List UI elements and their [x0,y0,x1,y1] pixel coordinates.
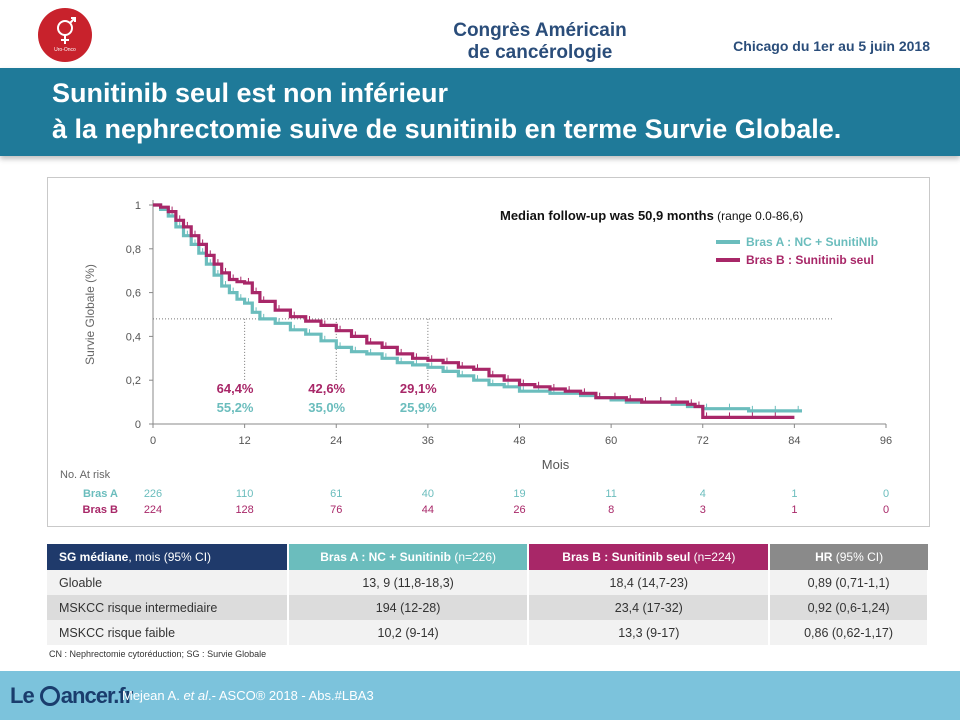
table-row: MSKCC risque intermediaire 194 (12-28) 2… [47,595,929,620]
series-bras-b-line [153,203,795,419]
x-axis-title: Mois [542,457,570,472]
survival-label-bras-a: 55,2% [217,400,254,415]
survival-label-bras-a: 35,0% [308,400,345,415]
citation: Mejean A. et al.- ASCO® 2018 - Abs.#LBA3 [122,688,374,703]
table-cell: 23,4 (17-32) [528,595,771,620]
risk-value: 4 [700,488,706,500]
header-hr: HR (95% CI) [769,544,928,570]
logo-text: Uro-Onco [54,47,76,53]
survival-chart: 00,20,40,60,810 12 24 36 48 60 72 84 96MoisSurvi… [60,200,892,516]
risk-value: 0 [883,488,889,500]
congress-title-line2: de cancérologie [467,42,613,63]
congress-title: Congrès Américain de cancérologie [420,20,660,64]
x-tick-label: 36 [422,435,434,447]
x-tick-label: 96 [880,435,892,447]
header: Uro-Onco Congrès Américain de cancérolog… [0,0,960,68]
uro-onco-logo: Uro-Onco [38,8,92,62]
y-tick-label: 0 [135,419,141,431]
header-bras-a: Bras A : NC + Sunitinib (n=226) [287,544,530,570]
risk-table-title: No. At risk [60,469,111,481]
table-cell: 194 (12-28) [287,595,530,620]
y-tick-label: 0,6 [126,288,141,300]
risk-value: 26 [513,504,525,516]
y-axis-title: Survie Globale (%) [83,264,97,365]
table-cell: 18,4 (14,7-23) [528,570,771,595]
median-follow-up-annotation: Median follow-up was 50,9 months (range … [500,208,803,223]
risk-value: 110 [236,488,254,500]
survival-label-bras-b: 42,6% [308,381,345,396]
footer: Le ancer.fr Mejean A. et al.- ASCO® 2018… [0,671,960,720]
survival-chart-panel: 0 0,2 0,4 0,6 0,8 1 0 12 24 36 48 60 72 84 96 Mois Survi… [47,177,930,527]
risk-row-label: Bras B [83,504,119,516]
table-cell: 0,92 (0,6-1,24) [769,595,929,620]
x-tick-label: 0 [150,435,156,447]
risk-row-label: Bras A [83,488,118,500]
congress-dates: Chicago du 1er au 5 juin 2018 [733,38,930,54]
risk-value: 61 [330,488,342,500]
table-row: MSKCC risque faible 10,2 (9-14) 13,3 (9-… [47,620,929,645]
table-cell: 13, 9 (11,8-18,3) [287,570,530,595]
risk-value: 224 [144,504,162,516]
risk-value: 19 [513,488,525,500]
c-ring-icon [39,686,60,706]
y-tick-label: 0,4 [126,331,141,343]
x-tick-label: 72 [697,435,709,447]
table-cell: MSKCC risque faible [47,620,289,645]
median-survival-table: SG médiane, mois (95% CI) Bras A : NC + … [47,544,929,645]
slide-title-line2: à la nephrectomie suive de sunitinib en … [52,114,842,144]
x-tick-label: 60 [605,435,617,447]
x-tick-label: 24 [330,435,342,447]
table-cell: 0,86 (0,62-1,17) [769,620,929,645]
table-cell: MSKCC risque intermediaire [47,595,289,620]
lecancer-logo: Le ancer.fr [10,683,133,708]
header-bras-b: Bras B : Sunitinib seul (n=224) [528,544,771,570]
legend-label: Bras B : Sunitinib seul [746,253,874,267]
risk-value: 0 [883,504,889,516]
x-tick-label: 84 [788,435,800,447]
table-cell: 0,89 (0,71-1,1) [769,570,929,595]
congress-title-line1: Congrès Américain [453,20,627,41]
y-tick-label: 1 [135,200,141,212]
gender-symbols-icon [57,17,76,44]
risk-value: 1 [791,488,797,500]
table-cell: 10,2 (9-14) [287,620,530,645]
survival-label-bras-b: 64,4% [217,381,254,396]
risk-value: 11 [605,488,616,500]
risk-value: 1 [791,504,797,516]
survival-label-bras-b: 29,1% [400,381,437,396]
x-tick-label: 48 [513,435,525,447]
title-band: Sunitinib seul est non inférieur à la ne… [0,68,960,156]
legend-label: Bras A : NC + SunitiNIb [746,235,878,249]
y-tick-label: 0,8 [126,244,141,256]
risk-value: 128 [235,504,253,516]
table-header-row: SG médiane, mois (95% CI) Bras A : NC + … [47,544,928,570]
table-cell: 13,3 (9-17) [528,620,771,645]
risk-value: 3 [700,504,706,516]
table-cell: Gloable [47,570,289,595]
table-row: Gloable 13, 9 (11,8-18,3) 18,4 (14,7-23)… [47,570,929,595]
y-tick-label: 0,2 [126,375,141,387]
risk-value: 226 [144,488,162,500]
risk-value: 8 [608,504,614,516]
x-tick-label: 12 [239,435,251,447]
risk-value: 76 [330,504,342,516]
slide-title-line1: Sunitinib seul est non inférieur [52,78,449,108]
survival-label-bras-a: 25,9% [400,400,437,415]
header-sg-mediane: SG médiane, mois (95% CI) [47,544,289,570]
risk-value: 44 [422,504,434,516]
table-footnote: CN : Nephrectomie cytoréduction; SG : Su… [49,649,267,659]
risk-value: 40 [422,488,434,500]
